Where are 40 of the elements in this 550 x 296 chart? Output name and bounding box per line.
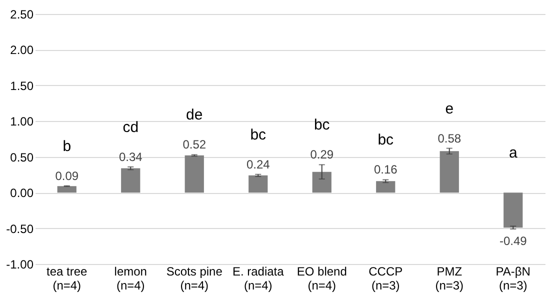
bar: [248, 175, 268, 193]
data-label: -0.49: [499, 234, 528, 248]
bar: [312, 172, 332, 193]
data-label: 0.34: [118, 150, 143, 164]
data-label: 0.09: [55, 168, 79, 183]
bar: [57, 186, 76, 193]
data-label: 0.52: [182, 138, 206, 152]
bar: [440, 151, 459, 193]
annotation: bc: [378, 132, 394, 149]
y-tick-label: 0.00: [10, 186, 34, 200]
data-label: 0.16: [374, 162, 398, 177]
bar: [504, 192, 523, 228]
y-tick-label: -1.00: [6, 258, 34, 272]
bar: [121, 168, 140, 193]
x-tick-label: E. radiata (n=4): [232, 264, 284, 292]
bar: [184, 155, 204, 193]
annotation: de: [186, 106, 203, 124]
x-tick-label: Scots pine (n=4): [166, 264, 223, 292]
x-tick-label: lemon (n=4): [114, 264, 147, 292]
data-label: 0.24: [246, 157, 270, 172]
x-tick-label: PA-βN (n=3): [496, 264, 530, 292]
annotation: e: [445, 100, 454, 118]
annotation: bc: [250, 126, 267, 144]
x-tick-label: tea tree (n=4): [46, 264, 88, 292]
x-tick-label: EO blend (n=4): [296, 264, 347, 292]
data-label: 0.29: [310, 148, 334, 162]
y-tick-label: 1.00: [10, 114, 34, 129]
y-tick-label: 2.50: [10, 8, 34, 22]
y-tick-label: 0.50: [10, 150, 34, 164]
annotation: bc: [314, 116, 330, 134]
y-tick-label: -0.50: [6, 222, 34, 236]
annotation: a: [508, 144, 518, 162]
annotation: b: [62, 138, 72, 155]
bar: [376, 181, 396, 193]
y-tick-label: 1.50: [10, 78, 34, 93]
data-label: 0.58: [438, 131, 462, 146]
y-tick-label: 2.00: [10, 43, 34, 58]
x-tick-label: PMZ (n=3): [435, 264, 464, 292]
x-tick-label: CCCP (n=3): [368, 264, 403, 292]
annotation: cd: [122, 118, 139, 136]
